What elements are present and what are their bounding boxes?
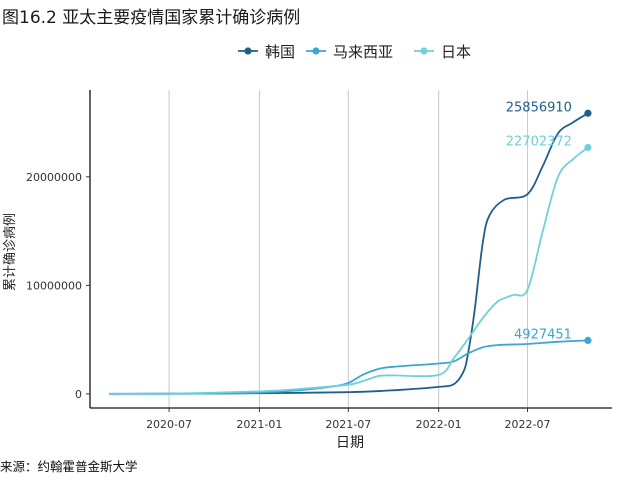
y-tick-label-0: 0 xyxy=(75,388,82,401)
y-tick-label-20000000: 20000000 xyxy=(26,171,82,184)
x-tick-label-2020-07: 2020-07 xyxy=(146,418,192,431)
x-tick-label-2022-01: 2022-01 xyxy=(416,418,462,431)
legend-label-2: 日本 xyxy=(441,43,471,61)
legend-swatch-marker-1 xyxy=(312,47,320,55)
series-lines xyxy=(109,109,592,395)
end-labels: 25856910 4927451 22702372 xyxy=(506,100,572,342)
legend-label-1: 马来西亚 xyxy=(333,43,393,61)
series-line-1 xyxy=(109,339,588,395)
legend-swatch-marker-2 xyxy=(420,47,428,55)
series-end-marker-1 xyxy=(584,336,592,345)
y-axis-label: 累计确诊病例 xyxy=(3,213,18,291)
axes: 2020-07 2021-01 2021-07 2022-01 2022-07 0 1000… xyxy=(26,90,612,431)
legend-label-0: 韩国 xyxy=(265,43,295,61)
end-label-1: 4927451 xyxy=(514,327,572,342)
x-tick-label-2021-01: 2021-01 xyxy=(236,418,282,431)
x-tick-label-2022-07: 2022-07 xyxy=(505,418,551,431)
y-tick-label-10000000: 10000000 xyxy=(26,279,82,292)
legend-swatch-marker-0 xyxy=(244,47,252,55)
series-line-0 xyxy=(109,112,589,395)
end-label-2: 22702372 xyxy=(506,134,572,149)
gridlines xyxy=(168,90,529,408)
line-chart: 韩国 马来西亚 日本 25856910 4927451 22702372 2020-07… xyxy=(3,43,612,451)
x-axis-label: 日期 xyxy=(336,435,364,451)
series-line-2 xyxy=(109,146,589,395)
series-end-marker-0 xyxy=(584,109,592,117)
end-label-0: 25856910 xyxy=(506,100,572,115)
legend: 韩国 马来西亚 日本 xyxy=(238,43,471,61)
x-tick-label-2021-07: 2021-07 xyxy=(325,418,371,431)
series-end-marker-2 xyxy=(584,143,592,152)
source-note: 来源：约翰霍普金斯大学 xyxy=(0,459,138,474)
chart-title: 图16.2 亚太主要疫情国家累计确诊病例 xyxy=(2,8,301,28)
